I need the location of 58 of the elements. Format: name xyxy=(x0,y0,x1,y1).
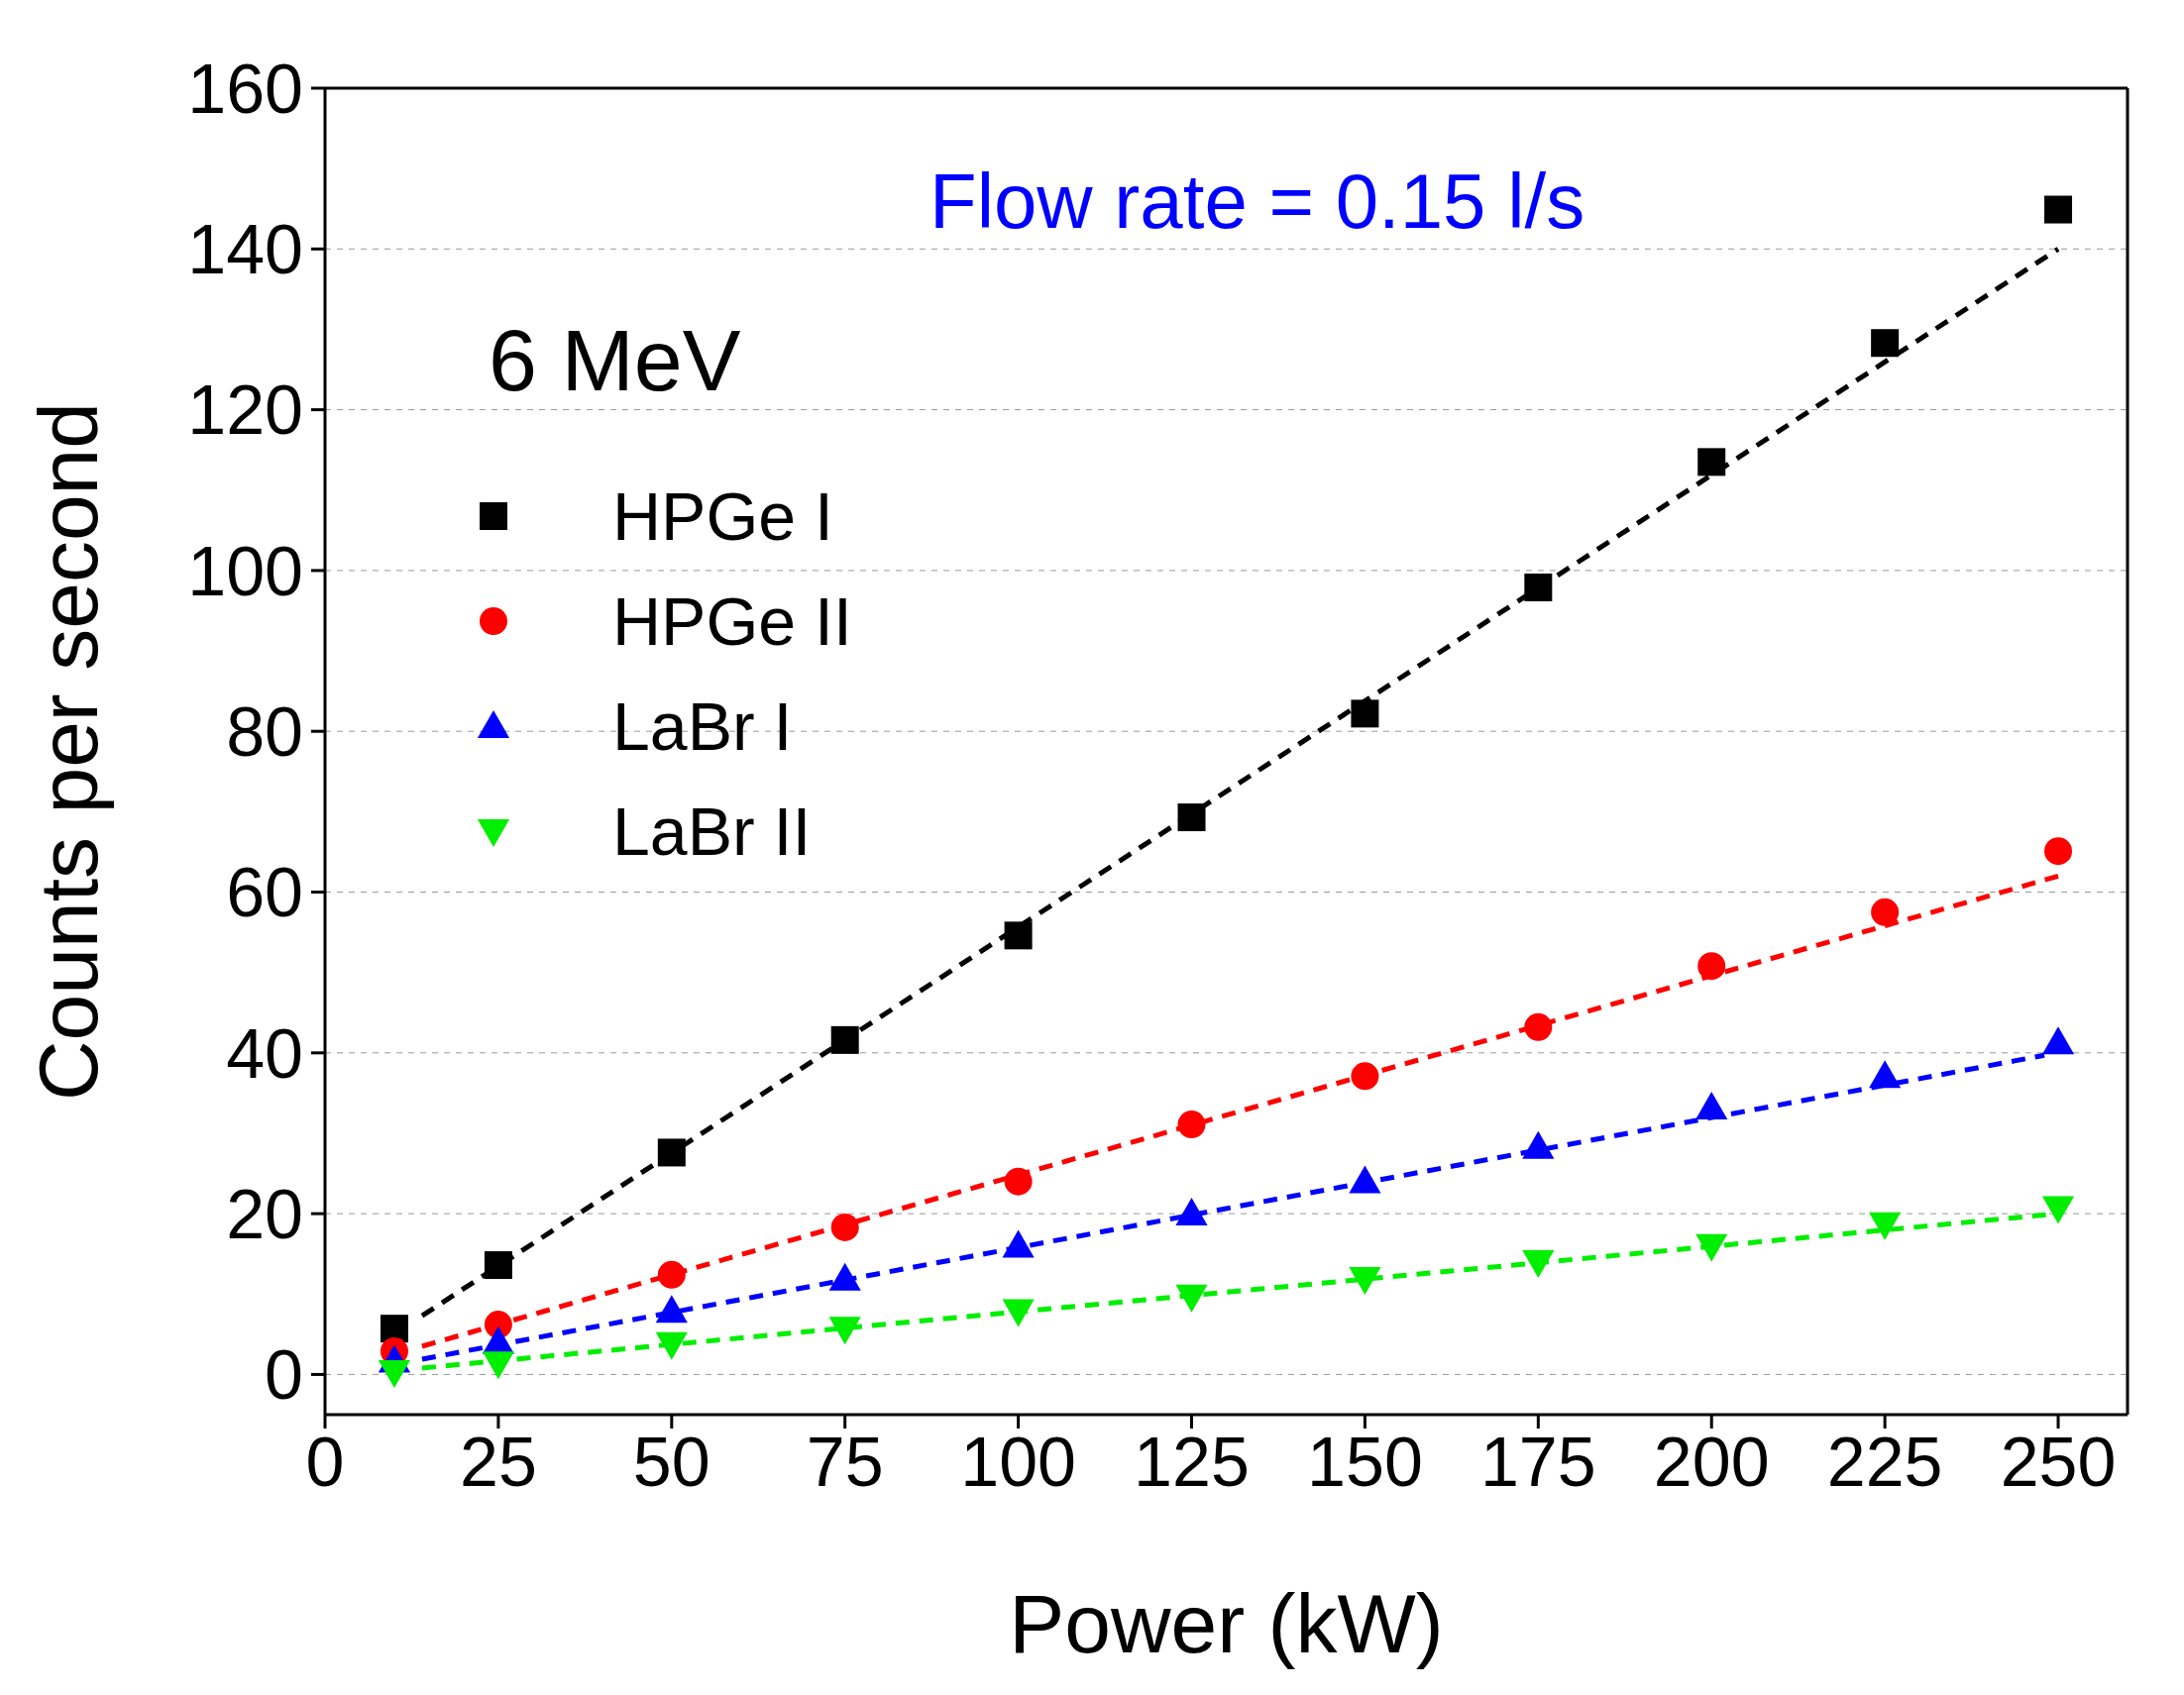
point xyxy=(830,1213,859,1241)
x-tick-label: 200 xyxy=(1653,1423,1770,1501)
point xyxy=(1869,1212,1902,1240)
x-tick-label: 75 xyxy=(806,1423,884,1501)
annotation: Flow rate = 0.15 l/s xyxy=(929,157,1585,247)
legend-label: HPGe II xyxy=(612,583,852,660)
point xyxy=(1177,803,1206,832)
point xyxy=(1351,1062,1379,1091)
y-tick-label: 140 xyxy=(187,211,303,289)
x-tick-label: 175 xyxy=(1479,1423,1596,1501)
x-tick-label: 225 xyxy=(1826,1423,1943,1501)
y-tick-label: 0 xyxy=(265,1336,303,1415)
legend-label: HPGe I xyxy=(612,477,833,555)
point xyxy=(484,1251,512,1280)
point xyxy=(1349,1266,1381,1295)
y-tick-label: 60 xyxy=(226,854,303,932)
y-tick-label: 100 xyxy=(187,532,303,610)
point xyxy=(1002,1299,1035,1327)
legend-label: LaBr II xyxy=(612,793,812,870)
x-tick-label: 250 xyxy=(2000,1423,2117,1501)
point xyxy=(657,1138,686,1167)
point xyxy=(2044,837,2073,866)
x-tick-label: 50 xyxy=(632,1423,710,1501)
point xyxy=(1871,329,1900,358)
x-tick-label: 125 xyxy=(1134,1423,1250,1501)
point xyxy=(378,1360,411,1389)
point xyxy=(1175,1284,1208,1313)
point xyxy=(1695,1233,1728,1262)
y-tick-label: 20 xyxy=(226,1175,303,1253)
point xyxy=(1522,1249,1555,1278)
point xyxy=(830,1025,859,1054)
y-tick-label: 120 xyxy=(187,371,303,450)
point xyxy=(380,1315,408,1343)
x-axis-title: Power (kW) xyxy=(1009,1577,1444,1670)
y-tick-label: 40 xyxy=(226,1014,303,1093)
x-tick-label: 150 xyxy=(1307,1423,1423,1501)
point xyxy=(1524,573,1553,601)
annotation: 6 MeV xyxy=(489,310,741,411)
point xyxy=(2044,195,2073,224)
point xyxy=(1871,898,1900,926)
point xyxy=(1004,1167,1033,1196)
point xyxy=(1697,952,1726,981)
x-tick-label: 100 xyxy=(960,1423,1077,1501)
point xyxy=(482,1351,514,1380)
point xyxy=(2041,1196,2075,1224)
point xyxy=(657,1260,686,1289)
point xyxy=(1004,921,1033,950)
y-axis-title: Counts per second xyxy=(21,401,115,1102)
point xyxy=(1524,1012,1553,1041)
legend-label: LaBr I xyxy=(612,688,793,765)
x-tick-label: 25 xyxy=(459,1423,537,1501)
point xyxy=(655,1331,688,1360)
point xyxy=(1177,1111,1206,1139)
y-tick-label: 80 xyxy=(226,693,303,772)
point xyxy=(1697,448,1726,477)
point xyxy=(828,1317,861,1345)
point xyxy=(1351,699,1379,728)
y-tick-label: 160 xyxy=(187,50,303,128)
